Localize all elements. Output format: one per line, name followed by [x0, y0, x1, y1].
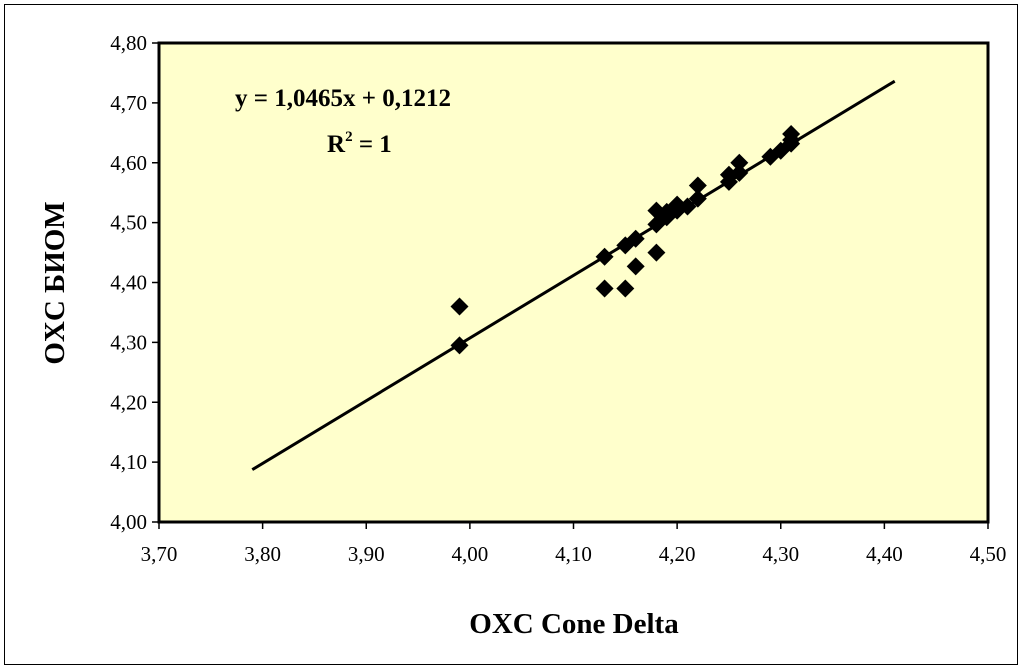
y-tick-label: 4,70 — [110, 91, 147, 115]
x-tick-label: 3,80 — [244, 542, 281, 566]
x-tick-label: 4,00 — [452, 542, 489, 566]
y-tick-label: 4,40 — [110, 271, 147, 295]
data-point — [688, 189, 707, 208]
r-squared-value: = 1 — [353, 131, 392, 158]
x-tick-label: 4,30 — [762, 542, 799, 566]
y-tick-label: 4,50 — [110, 211, 147, 235]
x-tick-label: 4,10 — [555, 542, 592, 566]
r-squared-prefix: R — [327, 131, 346, 158]
data-point — [450, 336, 469, 355]
y-tick-label: 4,00 — [110, 510, 147, 534]
y-tick-label: 4,60 — [110, 151, 147, 175]
x-tick-label: 4,50 — [970, 542, 1007, 566]
data-point — [595, 279, 614, 298]
y-tick-label: 4,30 — [110, 330, 147, 354]
y-tick-label: 4,20 — [110, 390, 147, 414]
data-point — [647, 243, 666, 262]
r-squared-label: R2 = 1 — [327, 129, 392, 158]
data-points — [450, 125, 801, 355]
data-point — [730, 153, 749, 172]
data-point — [626, 229, 645, 248]
y-axis: 4,00 4,10 4,20 4,30 4,40 4,50 4,60 4,70 4,80 — [110, 31, 159, 534]
data-point — [730, 163, 749, 182]
y-axis-title: OXC БИОМ — [39, 201, 71, 364]
y-tick-label: 4,10 — [110, 450, 147, 474]
trendline-equation: y = 1,0465x + 0,1212 — [235, 85, 451, 112]
data-point — [678, 197, 697, 216]
data-point — [616, 279, 635, 298]
x-axis: 3,70 3,80 3,90 4,00 4,10 4,20 4,30 4,40 4,50 — [141, 522, 1007, 566]
data-point — [595, 247, 614, 266]
data-point — [450, 297, 469, 316]
x-axis-title: OXC Cone Delta — [469, 608, 679, 640]
x-tick-label: 4,20 — [659, 542, 696, 566]
data-point — [782, 130, 801, 149]
y-tick-label: 4,80 — [110, 31, 147, 55]
x-tick-label: 3,70 — [141, 542, 178, 566]
r-squared-superscript: 2 — [345, 129, 353, 145]
x-tick-label: 4,40 — [866, 542, 903, 566]
data-point — [688, 176, 707, 195]
x-tick-label: 3,90 — [348, 542, 385, 566]
data-point — [626, 257, 645, 276]
